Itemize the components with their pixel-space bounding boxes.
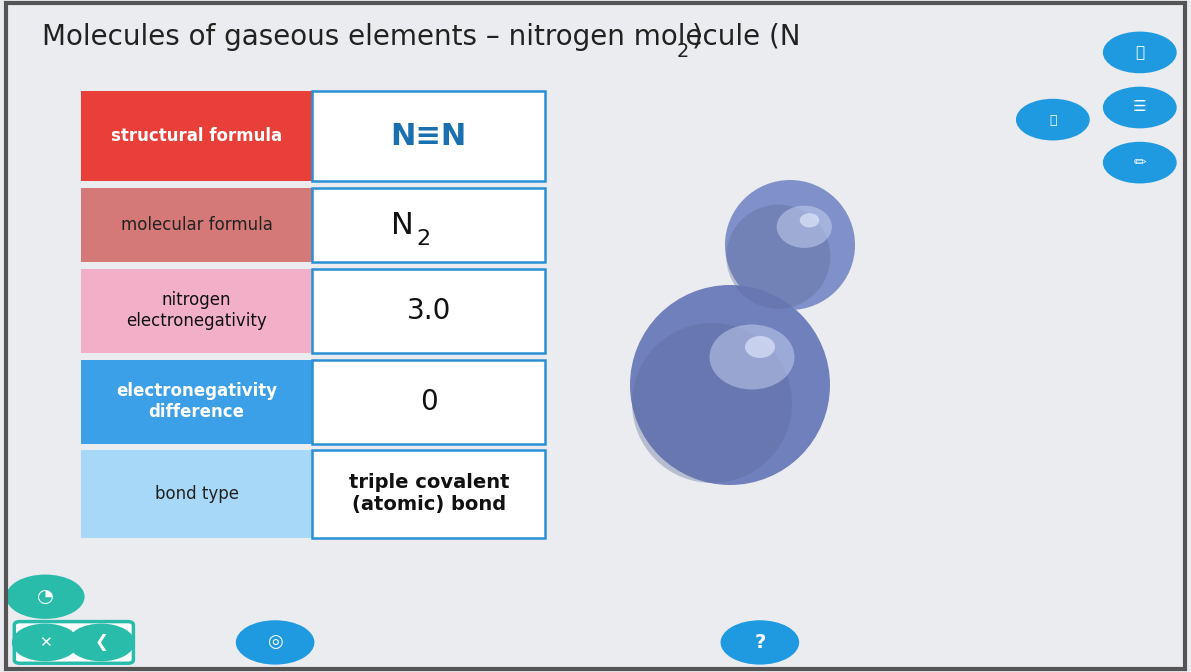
FancyBboxPatch shape <box>81 360 312 444</box>
Text: ⬜: ⬜ <box>1049 114 1056 128</box>
Text: N≡N: N≡N <box>391 122 467 151</box>
Circle shape <box>6 575 85 619</box>
FancyBboxPatch shape <box>312 450 545 538</box>
Circle shape <box>1103 32 1177 73</box>
Circle shape <box>1103 87 1177 128</box>
Text: electronegativity
difference: electronegativity difference <box>116 382 278 421</box>
FancyBboxPatch shape <box>81 450 312 538</box>
FancyBboxPatch shape <box>81 188 312 262</box>
Circle shape <box>1016 99 1090 140</box>
Ellipse shape <box>630 285 830 485</box>
Text: ✕: ✕ <box>39 635 51 650</box>
Text: ✏: ✏ <box>1134 155 1146 170</box>
Text: ❮: ❮ <box>94 634 108 651</box>
Circle shape <box>1103 142 1177 183</box>
Ellipse shape <box>727 205 830 308</box>
Ellipse shape <box>799 213 819 227</box>
Text: 2: 2 <box>676 42 688 61</box>
Text: molecular formula: molecular formula <box>120 216 273 234</box>
FancyBboxPatch shape <box>312 188 545 262</box>
Text: 3.0: 3.0 <box>406 297 451 325</box>
Text: ): ) <box>692 23 703 51</box>
FancyBboxPatch shape <box>312 269 545 353</box>
Circle shape <box>721 620 799 665</box>
Circle shape <box>68 624 135 661</box>
Text: ◎: ◎ <box>267 634 283 651</box>
Ellipse shape <box>725 180 855 310</box>
FancyBboxPatch shape <box>312 360 545 444</box>
FancyBboxPatch shape <box>14 622 133 663</box>
FancyBboxPatch shape <box>81 269 312 353</box>
Text: 2: 2 <box>417 228 431 249</box>
Text: ◔: ◔ <box>37 587 54 606</box>
Ellipse shape <box>710 325 794 390</box>
Text: nitrogen
electronegativity: nitrogen electronegativity <box>126 292 267 330</box>
FancyBboxPatch shape <box>81 91 312 181</box>
Text: ?: ? <box>754 633 766 652</box>
FancyBboxPatch shape <box>312 91 545 181</box>
Text: N: N <box>391 210 413 240</box>
Ellipse shape <box>777 206 833 248</box>
Circle shape <box>236 620 314 665</box>
Ellipse shape <box>632 323 792 483</box>
Text: bond type: bond type <box>155 485 238 503</box>
Circle shape <box>12 624 79 661</box>
Text: ⎕: ⎕ <box>1135 45 1145 60</box>
Text: structural formula: structural formula <box>111 127 282 145</box>
Text: triple covalent
(atomic) bond: triple covalent (atomic) bond <box>349 473 509 515</box>
Text: ☰: ☰ <box>1133 99 1147 114</box>
Text: Molecules of gaseous elements – nitrogen molecule (N: Molecules of gaseous elements – nitrogen… <box>42 23 800 51</box>
Text: 0: 0 <box>420 388 437 415</box>
Ellipse shape <box>746 336 775 358</box>
